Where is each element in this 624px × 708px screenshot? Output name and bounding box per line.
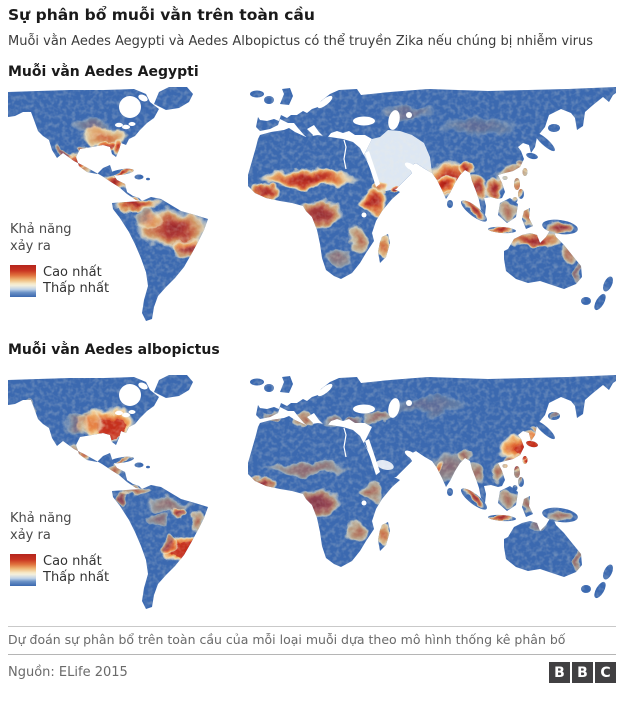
legend-title: Khả năng xảy ra [10, 222, 72, 255]
caption-row: Dự đoán sự phân bổ trên toàn cầu của mỗi… [8, 626, 616, 647]
legend-title: Khả năng xảy ra [10, 511, 72, 544]
legend-low-label: Thấp nhất [43, 280, 110, 296]
bbc-logo-letter: C [595, 662, 616, 684]
page-title: Sự phân bổ muỗi vằn trên toàn cầu [8, 6, 315, 24]
legend-high-label: Cao nhất [43, 553, 102, 569]
legend-high-label: Cao nhất [43, 264, 102, 280]
map1-heading: Muỗi vằn Aedes Aegypti [8, 64, 199, 81]
subtitle: Muỗi vằn Aedes Aegypti và Aedes Albopict… [8, 34, 594, 49]
maps-canvas: Muỗi vằn Aedes albopictus Khả năng xảy r… [8, 87, 616, 619]
legend-aegypti: Khả năng xảy ra Cao nhất Thấp nhất [10, 222, 122, 297]
probability-gradient-swatch [10, 553, 36, 586]
world-maps-svg [8, 87, 616, 619]
bbc-logo: B B C [547, 662, 616, 684]
caption: Dự đoán sự phân bổ trên toàn cầu của mỗi… [8, 632, 566, 648]
bbc-logo-letter: B [549, 662, 570, 684]
map2-heading: Muỗi vằn Aedes albopictus [8, 342, 220, 359]
bbc-logo-letter: B [572, 662, 593, 684]
footer: Nguồn: ELife 2015 B B C [8, 654, 616, 684]
map-aedes-aegypti [8, 87, 616, 331]
source-credit: Nguồn: ELife 2015 [8, 665, 128, 681]
map-aedes-albopictus [8, 375, 616, 619]
legend-low-label: Thấp nhất [43, 569, 110, 585]
legend-albopictus: Khả năng xảy ra Cao nhất Thấp nhất [10, 511, 122, 586]
probability-gradient-swatch [10, 264, 36, 297]
